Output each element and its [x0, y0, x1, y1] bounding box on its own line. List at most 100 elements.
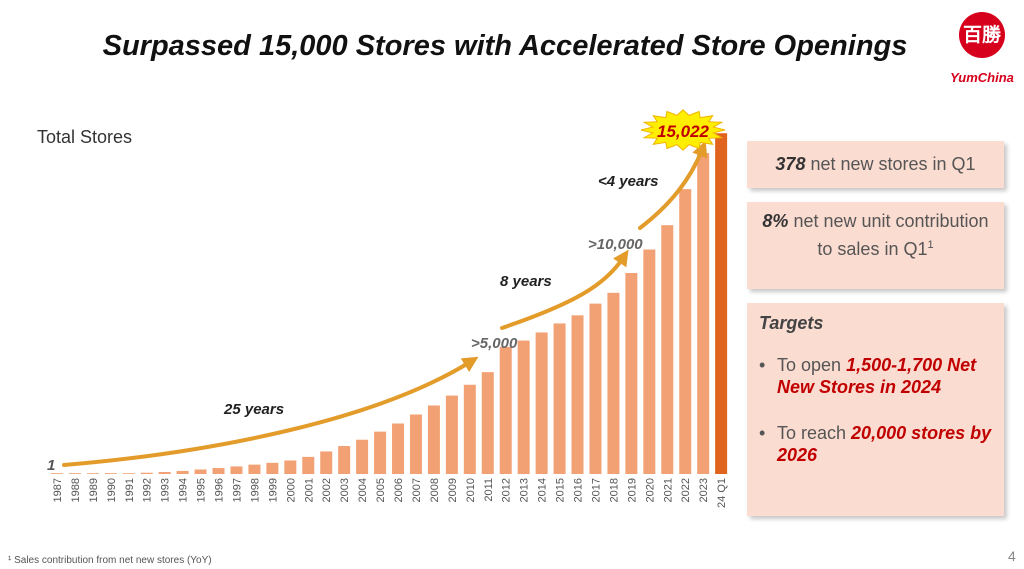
- milestone-burst: [640, 109, 726, 151]
- bar-1997: [230, 466, 243, 474]
- bar-2019: [625, 272, 638, 474]
- x-tick-label: 1997: [231, 478, 243, 502]
- x-tick-label: 2012: [501, 478, 513, 502]
- x-tick-label: 2004: [357, 478, 369, 502]
- x-tick-label: 1998: [249, 478, 261, 502]
- x-tick-label: 24 Q1: [716, 478, 728, 508]
- x-axis-labels: 1987 1988 1989 1990 1991 1992 1993 1994 1995 1996…: [52, 478, 728, 508]
- x-tick-label: 2018: [608, 478, 620, 502]
- footnote: ¹ Sales contribution from net new stores…: [8, 555, 212, 566]
- x-tick-label: 2002: [321, 478, 333, 502]
- bar-24-q1: [715, 133, 728, 474]
- annotation-over-10000: >10,000: [588, 236, 643, 253]
- arrow-4-years: [638, 140, 708, 230]
- bar-2006: [392, 423, 405, 474]
- logo-emblem: 百勝: [959, 12, 1005, 58]
- bar-2001: [302, 456, 315, 474]
- x-tick-label: 1996: [214, 478, 226, 502]
- bar-1988: [68, 473, 81, 474]
- annotation-start-value: 1: [47, 457, 55, 474]
- bar-2017: [589, 303, 602, 474]
- q1-net-new-box: 378 net new stores in Q1: [747, 141, 1004, 188]
- bar-2007: [409, 414, 422, 474]
- x-tick-label: 2013: [519, 478, 531, 502]
- bar-2023: [697, 153, 710, 474]
- x-tick-label: 1987: [52, 478, 64, 502]
- target-2026-prefix: To reach: [777, 423, 852, 443]
- x-tick-label: 1991: [124, 478, 136, 502]
- contribution-box: 8% net new unit contribution to sales in…: [747, 202, 1004, 289]
- x-tick-label: 1993: [160, 478, 172, 502]
- x-tick-label: 2000: [285, 478, 297, 502]
- bullet-icon: •: [759, 423, 766, 443]
- annotations: 1 25 years 8 years <4 years >5,000 >10,000 15,…: [47, 122, 710, 474]
- bar-1987: [50, 473, 63, 474]
- yumchina-logo: 百勝 YumChina: [946, 10, 1018, 86]
- target-item-2026: • To reach 20,000 stores by 2026: [759, 422, 992, 466]
- bullet-icon: •: [759, 355, 766, 375]
- targets-title: Targets: [759, 313, 824, 333]
- target-2026-value: 20,000 stores by 2026: [777, 423, 992, 465]
- arrow-8-years: [500, 249, 629, 330]
- bar-2015: [553, 323, 566, 474]
- annotation-15022: 15,022: [657, 122, 710, 141]
- bar-2004: [356, 439, 369, 474]
- arrow-25-years: [62, 356, 479, 467]
- target-item-2024: • To open 1,500-1,700 Net New Stores in …: [759, 354, 992, 398]
- bar-2003: [338, 446, 351, 474]
- x-tick-label: 2011: [483, 478, 495, 502]
- bar-1999: [266, 462, 279, 474]
- bar-1995: [194, 469, 207, 474]
- bar-2011: [481, 372, 494, 474]
- x-tick-label: 2021: [662, 478, 674, 502]
- x-tick-label: 2008: [429, 478, 441, 502]
- bar-1994: [176, 470, 189, 474]
- logo-wordmark: YumChina: [950, 70, 1014, 85]
- annotation-4-years: <4 years: [598, 173, 658, 190]
- bar-2009: [445, 395, 458, 474]
- x-tick-label: 2019: [626, 478, 638, 502]
- chart-title: Total Stores: [37, 127, 132, 147]
- x-tick-label: 1989: [88, 478, 100, 502]
- annotation-8-years: 8 years: [500, 273, 552, 290]
- x-tick-label: 2017: [590, 478, 602, 502]
- growth-arrows: [62, 140, 708, 467]
- x-tick-label: 2020: [644, 478, 656, 502]
- bar-2022: [679, 189, 692, 474]
- bar-group: [50, 133, 728, 474]
- burst-star: [640, 109, 726, 151]
- bar-2021: [661, 225, 674, 474]
- x-tick-label: 2016: [573, 478, 585, 502]
- bar-2005: [374, 431, 387, 474]
- q1-net-new-text: net new stores in Q1: [805, 154, 976, 174]
- bar-2010: [463, 384, 476, 474]
- x-tick-label: 2010: [465, 478, 477, 502]
- x-tick-label: 1995: [196, 478, 208, 502]
- bar-2018: [607, 292, 620, 474]
- page-number: 4: [1008, 548, 1016, 564]
- x-tick-label: 1994: [178, 478, 190, 502]
- contribution-value: 8%: [762, 211, 789, 231]
- bar-2002: [320, 451, 333, 474]
- q1-net-new-value: 378: [775, 154, 806, 174]
- x-tick-label: 2001: [303, 478, 315, 502]
- x-tick-label: 2015: [555, 478, 567, 502]
- total-stores-chart: Total Stores 1987 1988 1989 1990 1991 1992 199…: [37, 109, 728, 508]
- bar-2016: [571, 315, 584, 474]
- bar-1990: [104, 473, 117, 474]
- target-2024-value: 1,500-1,700 Net New Stores in 2024: [777, 355, 977, 397]
- bar-1998: [248, 464, 261, 474]
- bar-1996: [212, 468, 225, 474]
- bar-2014: [535, 332, 548, 474]
- x-tick-label: 1992: [142, 478, 154, 502]
- x-tick-label: 2014: [537, 478, 549, 502]
- annotation-25-years: 25 years: [223, 401, 284, 418]
- x-tick-label: 2006: [393, 478, 405, 502]
- contribution-text: net new unit contribution to sales in Q1: [788, 211, 989, 259]
- bar-2013: [517, 340, 530, 474]
- x-tick-label: 1999: [267, 478, 279, 502]
- bar-1989: [86, 473, 99, 474]
- contribution-footnote-mark: 1: [927, 239, 934, 251]
- bar-1993: [158, 472, 171, 474]
- x-tick-label: 2023: [698, 478, 710, 502]
